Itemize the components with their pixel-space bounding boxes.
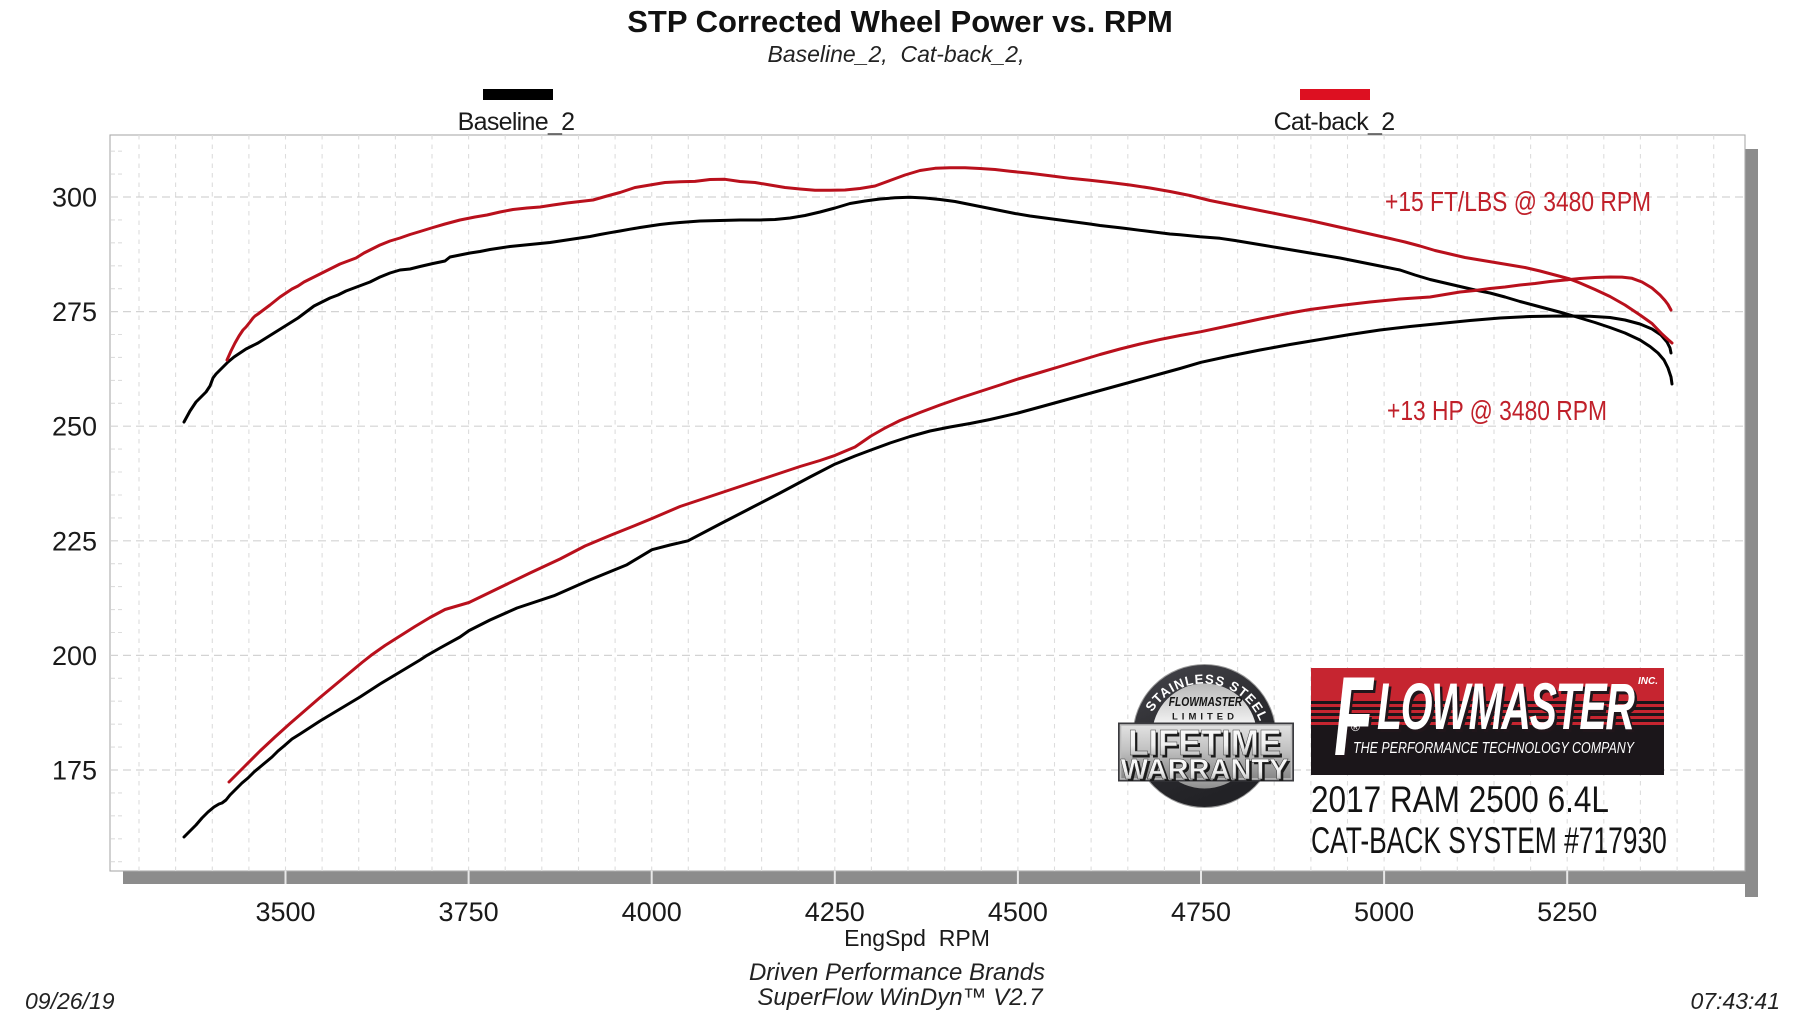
svg-text:EngSpd RPM: EngSpd RPM xyxy=(844,925,990,951)
svg-text:LIMITED: LIMITED xyxy=(1172,712,1238,723)
svg-text:4500: 4500 xyxy=(988,897,1048,927)
svg-text:5000: 5000 xyxy=(1354,897,1414,927)
svg-text:LIFETIME: LIFETIME xyxy=(1130,725,1283,766)
svg-text:4750: 4750 xyxy=(1171,897,1231,927)
svg-text:LIFETIME: LIFETIME xyxy=(1128,723,1281,764)
svg-text:275: 275 xyxy=(52,297,97,327)
svg-text:225: 225 xyxy=(52,526,97,556)
svg-text:5250: 5250 xyxy=(1537,897,1597,927)
svg-text:WARRANTY: WARRANTY xyxy=(1123,756,1291,788)
svg-text:FLOWMASTER: FLOWMASTER xyxy=(1169,696,1243,709)
svg-text:4000: 4000 xyxy=(622,897,682,927)
svg-text:3500: 3500 xyxy=(255,897,315,927)
svg-text:200: 200 xyxy=(52,641,97,671)
svg-text:175: 175 xyxy=(52,756,97,786)
svg-text:3750: 3750 xyxy=(439,897,499,927)
svg-text:4250: 4250 xyxy=(805,897,865,927)
svg-text:WARRANTY: WARRANTY xyxy=(1121,754,1289,786)
svg-text:300: 300 xyxy=(52,183,97,213)
svg-text:250: 250 xyxy=(52,412,97,442)
